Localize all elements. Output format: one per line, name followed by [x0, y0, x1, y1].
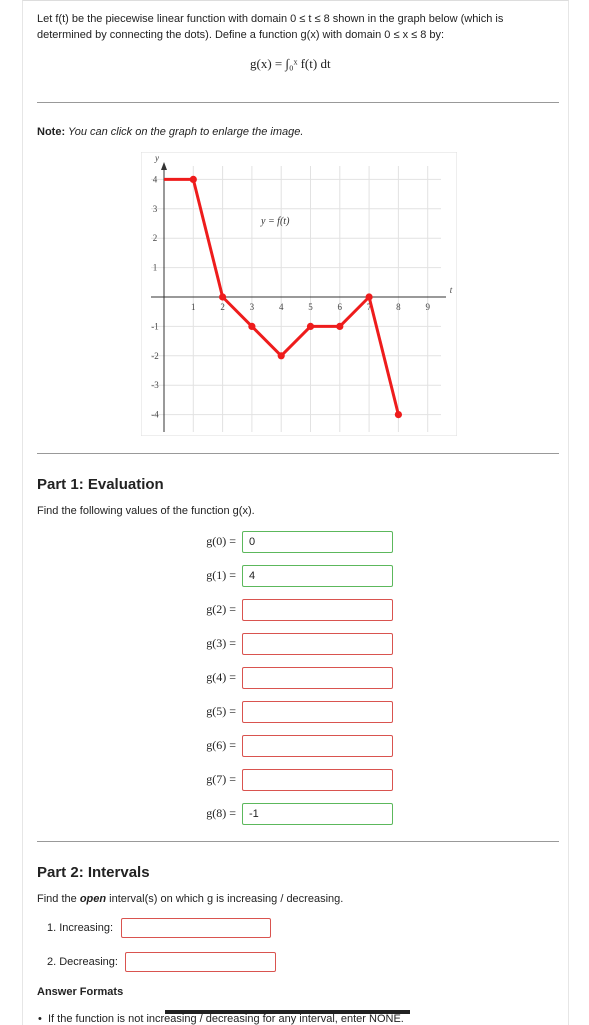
x-tick-label: 1 [191, 302, 196, 312]
increasing-input[interactable] [121, 918, 271, 938]
g-value-input[interactable] [242, 667, 393, 689]
problem-panel [22, 0, 569, 1025]
data-point [219, 293, 227, 301]
intro-line-2: determined by connecting the dots). Defi… [37, 29, 445, 41]
g-value-input[interactable] [242, 735, 393, 757]
x-tick-label: 7 [367, 302, 372, 312]
y-tick-label: 4 [153, 174, 158, 184]
data-point [365, 293, 373, 301]
x-tick-label: 4 [279, 302, 284, 312]
y-tick-label: 3 [153, 204, 158, 214]
g-value-label: g(5) = [206, 704, 236, 718]
curve-label: y = f(t) [260, 216, 290, 227]
part1-prompt: Find the following values of the functio… [37, 505, 255, 517]
g-value-label: g(1) = [206, 568, 236, 582]
g-value-input[interactable] [242, 633, 393, 655]
g-value-label: g(4) = [206, 670, 236, 684]
g-value-label: g(2) = [206, 602, 236, 616]
g-value-input[interactable] [242, 769, 393, 791]
note-text: You can click on the graph to enlarge th… [65, 126, 304, 138]
increasing-label: 1. Increasing: [47, 922, 114, 934]
part2-title: Part 2: Intervals [37, 864, 150, 881]
x-tick-label: 9 [425, 302, 430, 312]
g-value-label: g(6) = [206, 738, 236, 752]
answer-format-bullet: If the function is not increasing / decr… [38, 1013, 404, 1025]
data-point [394, 411, 402, 419]
y-tick-label: -3 [151, 380, 159, 390]
open-emphasis: open [79, 893, 107, 905]
graph-note: Note: You can click on the graph to enla… [37, 126, 303, 138]
data-point [277, 352, 285, 360]
data-point [336, 322, 344, 330]
g-value-input[interactable]: 4 [242, 565, 393, 587]
divider [37, 453, 559, 454]
x-tick-label: 8 [396, 302, 401, 312]
g-value-input[interactable] [242, 599, 393, 621]
y-axis-arrow [161, 162, 167, 170]
y-tick-label: -1 [151, 321, 159, 331]
function-graph[interactable]: 1 2 3 4 5 6 7 8 9 4 3 2 1 -1 -2 -3 -4 y t y = f(t) [141, 152, 457, 436]
intro-line-1: Let f(t) be the piecewise linear functio… [37, 13, 504, 25]
y-tick-label: 1 [153, 263, 158, 273]
g-value-input[interactable] [242, 701, 393, 723]
decreasing-input[interactable] [125, 952, 276, 972]
g-value-label: g(7) = [206, 772, 236, 786]
x-axis-label: t [450, 285, 453, 295]
decreasing-label: 2. Decreasing: [47, 956, 118, 968]
integral-formula: g(x) = ∫₀ˣ f(t) dt [250, 56, 331, 71]
y-axis-label: y [154, 153, 159, 163]
part2-prompt: Find the open interval(s) on which g is … [37, 893, 344, 905]
x-tick-label: 2 [220, 302, 225, 312]
g-value-label: g(3) = [206, 636, 236, 650]
g-value-input[interactable]: -1 [242, 803, 393, 825]
y-tick-label: -4 [151, 410, 159, 420]
y-tick-label: 2 [153, 233, 158, 243]
note-label: Note: [37, 126, 66, 138]
data-point [189, 175, 197, 183]
data-point [306, 322, 315, 330]
x-tick-label: 5 [308, 302, 313, 312]
x-tick-label: 3 [250, 302, 255, 312]
intro-text: Let f(t) be the piecewise linear functio… [37, 11, 561, 43]
g-value-label: g(0) = [206, 534, 236, 548]
g-value-input[interactable]: 0 [242, 531, 393, 553]
data-point [248, 322, 256, 330]
redaction-bar [165, 1010, 410, 1014]
x-tick-label: 6 [338, 302, 343, 312]
divider [37, 841, 559, 842]
divider [37, 102, 559, 103]
part1-title: Part 1: Evaluation [37, 476, 164, 493]
answer-formats-title: Answer Formats [37, 986, 124, 998]
g-value-label: g(8) = [206, 806, 236, 820]
y-tick-label: -2 [151, 351, 159, 361]
